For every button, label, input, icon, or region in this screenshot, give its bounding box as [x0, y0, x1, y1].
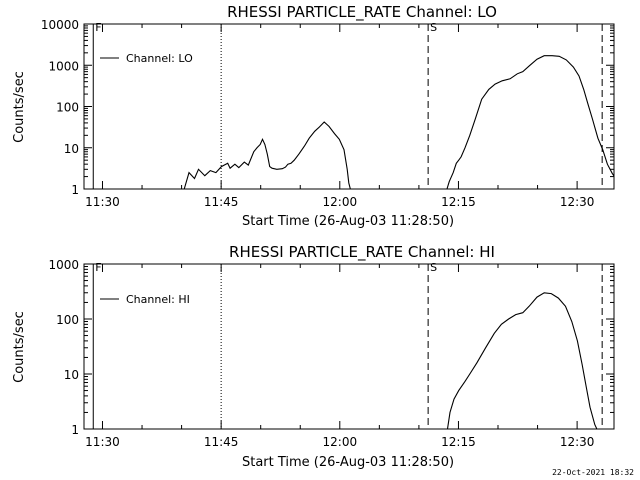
- y-tick-label-hi: 10: [64, 368, 79, 382]
- y-tick-label-hi: 100: [56, 313, 79, 327]
- x-tick-label-hi: 11:30: [85, 435, 120, 449]
- y-axis-label-lo: Counts/sec: [12, 71, 27, 143]
- y-tick-label-lo: 10000: [41, 18, 79, 32]
- y-tick-label-hi: 1000: [48, 258, 79, 272]
- data-line-lo: [183, 121, 351, 189]
- y-axis-label-hi: Counts/sec: [12, 311, 27, 383]
- event-marker-label-hi: S: [430, 261, 437, 274]
- y-tick-label-hi: 1: [71, 423, 79, 437]
- chart-title-lo: RHESSI PARTICLE_RATE Channel: LO: [227, 3, 497, 22]
- event-marker-label-hi: F: [95, 261, 101, 274]
- x-tick-label-hi: 12:30: [560, 435, 595, 449]
- x-tick-label-lo: 12:00: [323, 195, 358, 209]
- x-tick-label-hi: 12:15: [441, 435, 476, 449]
- event-marker-label-lo: F: [95, 21, 101, 34]
- x-tick-label-lo: 12:15: [441, 195, 476, 209]
- x-tick-label-lo: 11:45: [204, 195, 239, 209]
- y-tick-label-lo: 10: [64, 142, 79, 156]
- x-tick-label-hi: 11:45: [204, 435, 239, 449]
- chart-panel-lo: RHESSI PARTICLE_RATE Channel: LO Counts/…: [12, 3, 615, 229]
- generation-timestamp: 22-Oct-2021 18:32: [552, 468, 634, 477]
- y-tick-label-lo: 100: [56, 101, 79, 115]
- data-line-lo: [446, 55, 614, 189]
- x-tick-label-hi: 12:00: [323, 435, 358, 449]
- x-axis-label-lo: Start Time (26-Aug-03 11:28:50): [242, 214, 454, 229]
- data-line-hi: [446, 292, 598, 429]
- plot-frame-hi: [83, 263, 615, 430]
- event-marker-label-lo: S: [430, 21, 437, 34]
- legend-label-hi: Channel: HI: [126, 293, 190, 306]
- x-axis-label-hi: Start Time (26-Aug-03 11:28:50): [242, 455, 454, 470]
- plot-frame-lo: [83, 23, 615, 190]
- x-tick-label-lo: 12:30: [560, 195, 595, 209]
- chart-title-hi: RHESSI PARTICLE_RATE Channel: HI: [229, 243, 495, 262]
- x-tick-label-lo: 11:30: [85, 195, 120, 209]
- chart-panel-hi: RHESSI PARTICLE_RATE Channel: HI Counts/…: [12, 243, 615, 470]
- y-tick-label-lo: 1: [71, 183, 79, 197]
- legend-label-lo: Channel: LO: [126, 52, 193, 65]
- y-tick-label-lo: 1000: [48, 59, 79, 73]
